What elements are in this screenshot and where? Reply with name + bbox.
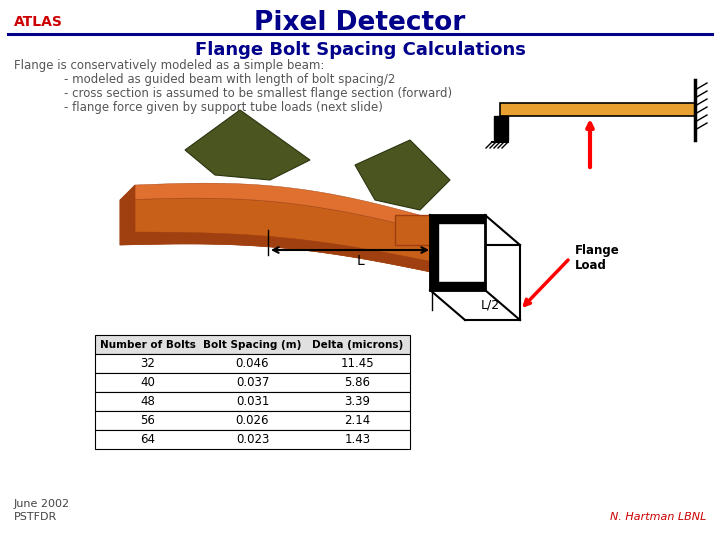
Text: 32: 32	[140, 357, 155, 370]
Text: 5.86: 5.86	[344, 376, 371, 389]
Polygon shape	[120, 198, 445, 275]
Bar	[95, 411, 410, 430]
Bar	[500, 103, 695, 116]
Text: N. Hartman LBNL: N. Hartman LBNL	[610, 512, 706, 522]
Text: 11.45: 11.45	[341, 357, 374, 370]
Text: - flange force given by support tube loads (next slide): - flange force given by support tube loa…	[64, 101, 383, 114]
Text: L/2: L/2	[480, 298, 500, 311]
Bar	[95, 354, 410, 373]
Text: - cross section is assumed to be smallest flange section (forward): - cross section is assumed to be smalles…	[64, 87, 452, 100]
Polygon shape	[120, 183, 448, 235]
Text: Flange is conservatively modeled as a simple beam:: Flange is conservatively modeled as a si…	[14, 59, 325, 72]
Text: Bolt Spacing (m): Bolt Spacing (m)	[203, 340, 302, 349]
Bar	[95, 392, 410, 411]
Bar	[430, 215, 485, 223]
Text: 0.037: 0.037	[236, 376, 269, 389]
Text: 2.14: 2.14	[344, 414, 371, 427]
Bar	[430, 215, 485, 290]
Text: 1.43: 1.43	[344, 433, 371, 446]
Text: 64: 64	[140, 433, 155, 446]
Bar	[430, 282, 485, 290]
Bar	[494, 128, 508, 140]
Text: Number of Bolts: Number of Bolts	[99, 340, 195, 349]
Polygon shape	[395, 215, 430, 245]
Text: 0.026: 0.026	[235, 414, 269, 427]
Bar	[430, 223, 438, 282]
Text: June 2002
PSTFDR: June 2002 PSTFDR	[14, 499, 70, 522]
Polygon shape	[185, 110, 310, 180]
Text: 48: 48	[140, 395, 155, 408]
Bar	[95, 430, 410, 449]
Polygon shape	[120, 232, 448, 275]
Text: Pixel Detector: Pixel Detector	[254, 10, 466, 36]
Text: Delta (microns): Delta (microns)	[312, 340, 403, 349]
Text: 0.031: 0.031	[236, 395, 269, 408]
Bar	[95, 335, 410, 354]
Text: 40: 40	[140, 376, 155, 389]
Text: - modeled as guided beam with length of bolt spacing/2: - modeled as guided beam with length of …	[64, 73, 395, 86]
Text: Flange Bolt Spacing Calculations: Flange Bolt Spacing Calculations	[194, 41, 526, 59]
Bar	[95, 373, 410, 392]
Text: Flange
Load: Flange Load	[575, 244, 620, 272]
Text: ATLAS: ATLAS	[14, 15, 63, 29]
Text: L: L	[356, 254, 364, 268]
Text: 0.046: 0.046	[235, 357, 269, 370]
Text: 0.023: 0.023	[236, 433, 269, 446]
Text: 3.39: 3.39	[344, 395, 371, 408]
Bar	[494, 116, 508, 128]
Polygon shape	[120, 185, 135, 245]
Text: 56: 56	[140, 414, 155, 427]
Polygon shape	[355, 140, 450, 210]
